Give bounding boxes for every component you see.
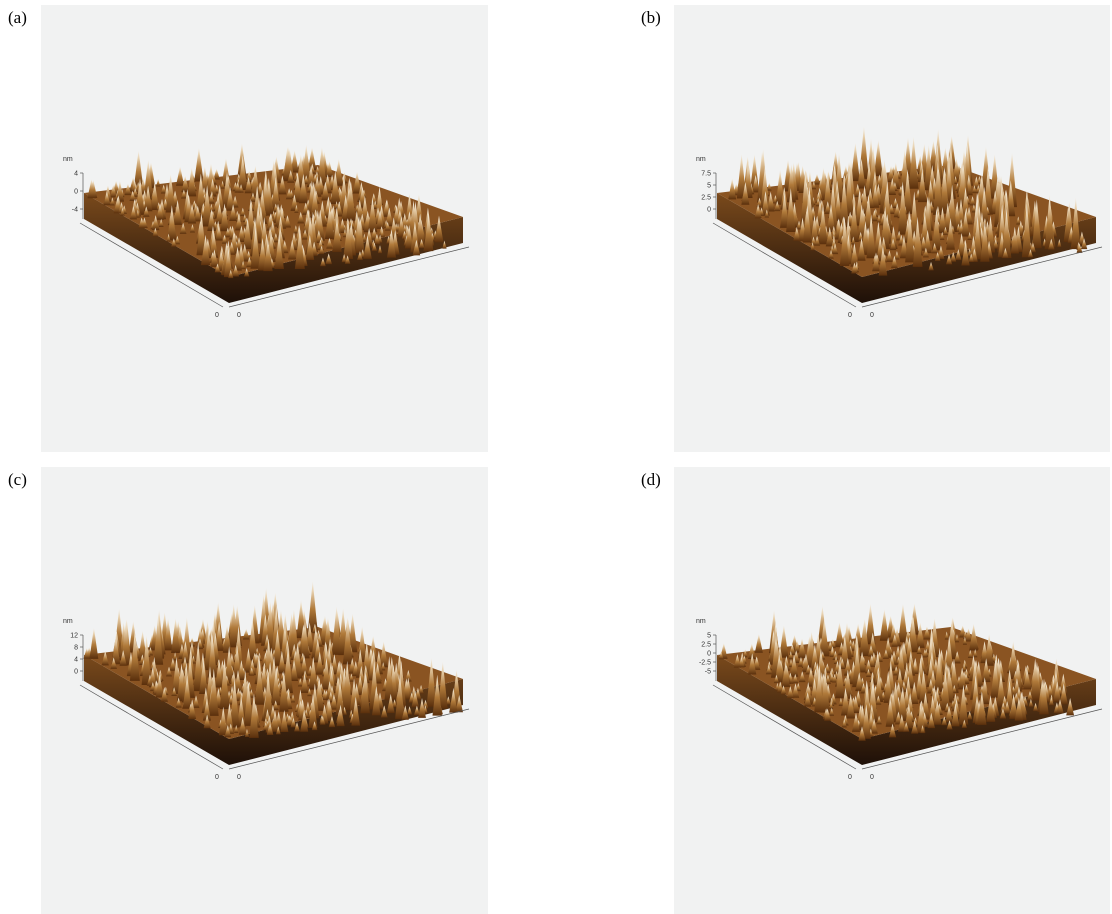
z-tick-label: 12 [70,633,78,640]
z-tick-label: 5 [707,633,711,640]
z-tick-label: 0 [707,207,711,214]
z-tick-label: 8 [74,645,78,652]
panel-label: (a) [8,8,27,27]
z-unit: nm [63,156,73,163]
z-tick-label: 2.5 [701,642,711,649]
origin-label: 0 [215,312,219,319]
origin-label: 0 [237,774,241,781]
panel-label: (b) [641,8,661,27]
z-unit: nm [63,618,73,625]
afm-panel: (c) 0 0 nm 12 8 4 0 [8,467,488,914]
z-tick-label: 0 [74,669,78,676]
z-tick-label: 0 [74,189,78,196]
z-unit: nm [696,618,706,625]
afm-panel: (b) 0 0 nm 7.5 5 2.5 0 [641,5,1110,452]
afm-panel: (a) 0 0 nm 4 0 -4 [8,5,488,452]
panel-label: (d) [641,470,661,489]
origin-label: 0 [870,312,874,319]
z-tick-label: 2.5 [701,195,711,202]
z-tick-label: -5 [705,669,711,676]
z-tick-label: 4 [74,657,78,664]
afm-panel: (d) 0 0 nm 5 2.5 0 -2.5 -5 [641,467,1110,914]
origin-label: 0 [870,774,874,781]
z-tick-label: -4 [72,207,78,214]
z-tick-label: -2.5 [699,660,711,667]
z-tick-label: 4 [74,171,78,178]
z-unit: nm [696,156,706,163]
origin-label: 0 [237,312,241,319]
panel-label: (c) [8,470,27,489]
origin-label: 0 [848,774,852,781]
z-tick-label: 0 [707,651,711,658]
origin-label: 0 [848,312,852,319]
figure: (a)00nm40-4(b)00nm7.552.50(c)00nm12840(d… [0,0,1112,914]
z-tick-label: 7.5 [701,171,711,178]
origin-label: 0 [215,774,219,781]
z-tick-label: 5 [707,183,711,190]
